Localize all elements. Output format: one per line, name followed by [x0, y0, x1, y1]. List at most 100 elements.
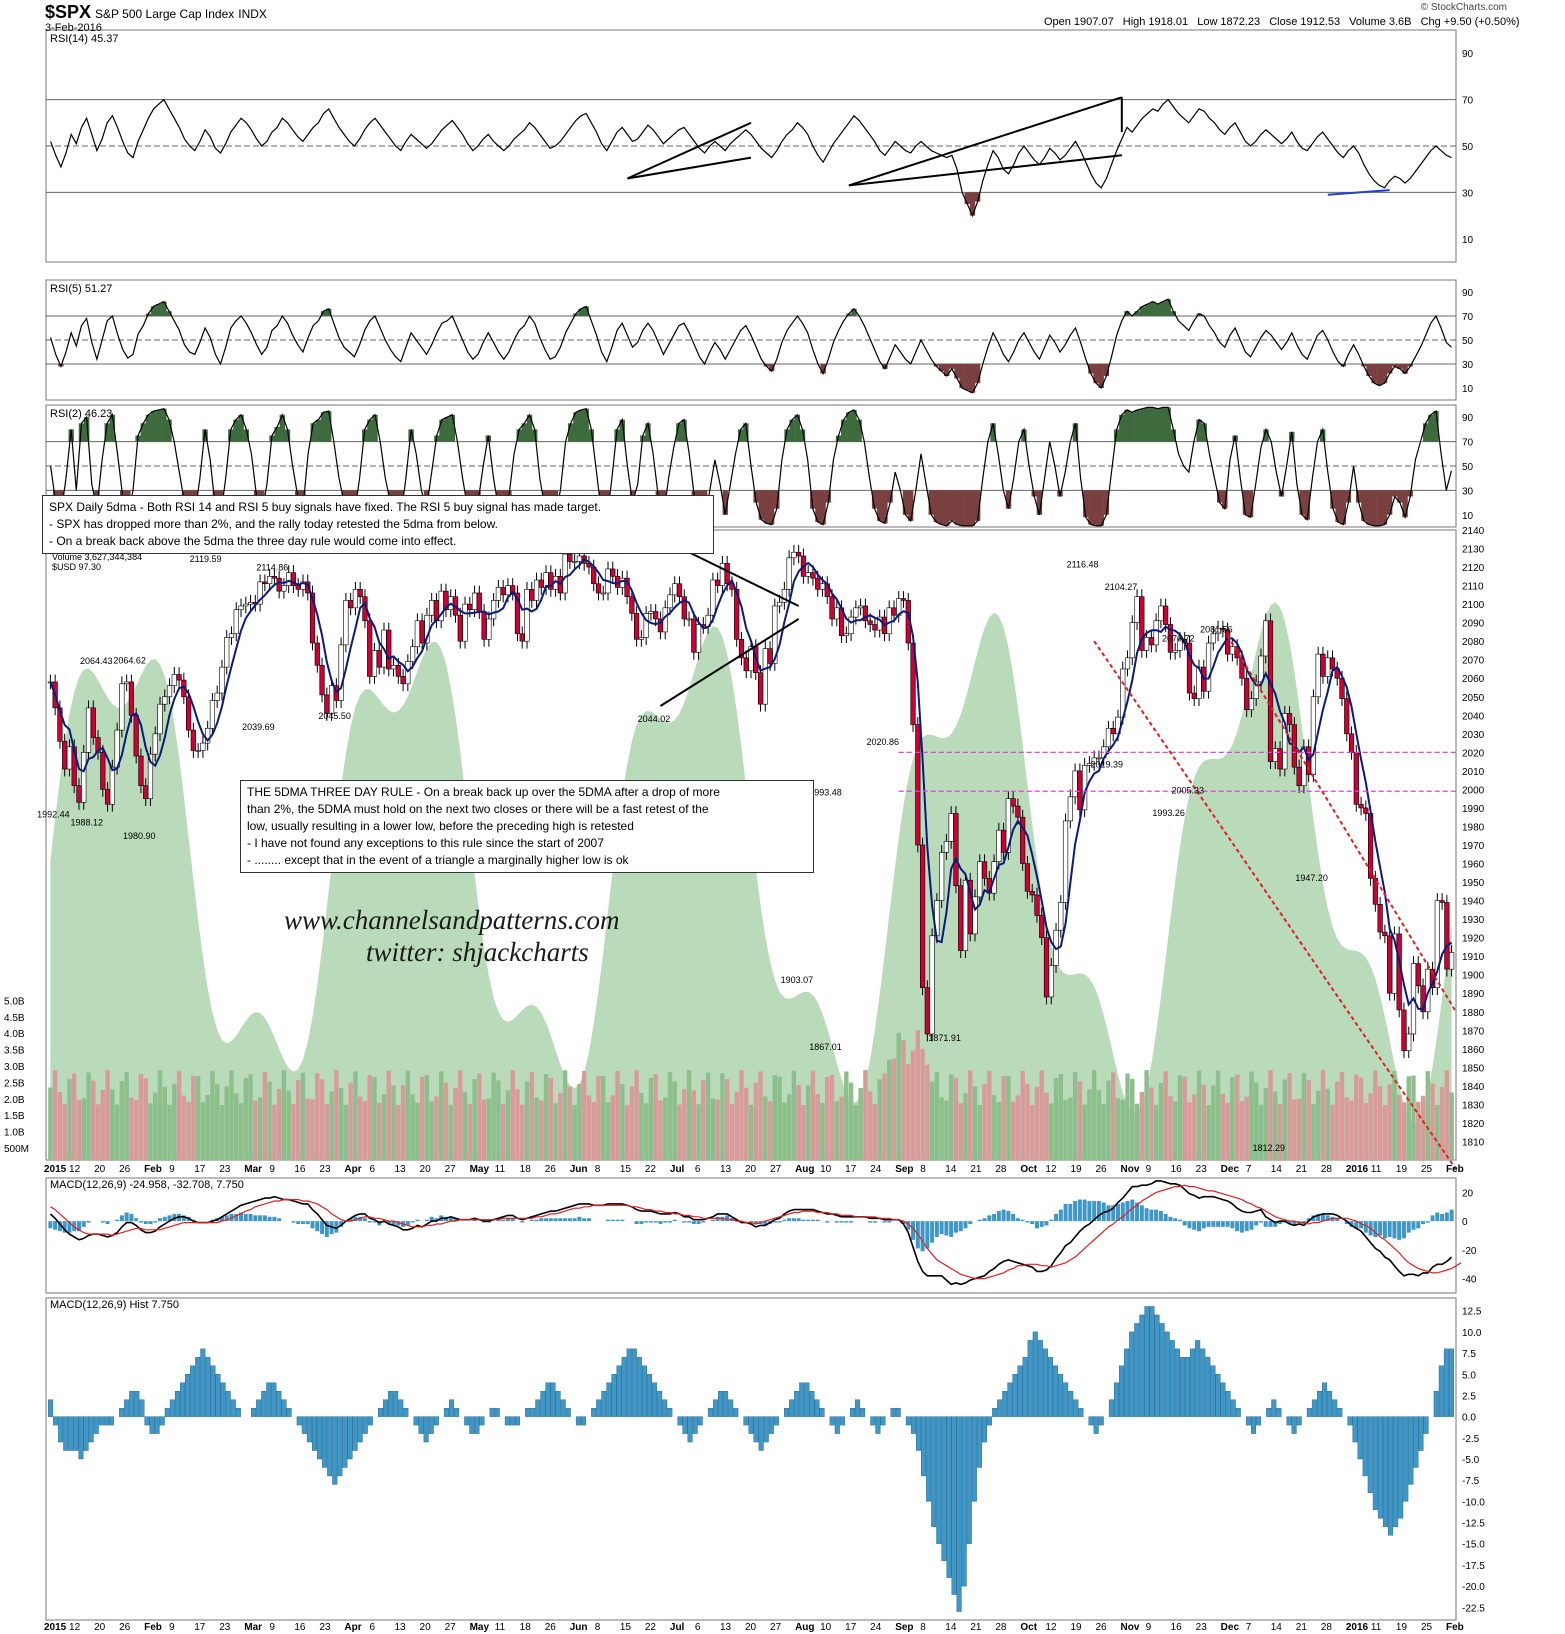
volume-bar: [915, 1030, 921, 1160]
candle-body: [1186, 642, 1193, 694]
price-tick-label: 1820: [1462, 1119, 1485, 1130]
candle-body: [90, 707, 96, 738]
hist-bar: [88, 1416, 94, 1443]
macd-hist-bar: [1244, 1221, 1249, 1232]
rsi-oversold-fill: [954, 364, 960, 379]
date-tick-label-bottom: 21: [1296, 1622, 1308, 1633]
hist-bar: [1113, 1382, 1119, 1417]
volume-bar: [677, 1104, 682, 1160]
rsi-overbought-fill: [516, 429, 522, 442]
hist-bar: [804, 1382, 810, 1417]
hist-bar: [428, 1416, 434, 1434]
volume-tick-label: 3.5B: [4, 1046, 25, 1057]
candle-body: [886, 607, 892, 635]
hist-bar: [1230, 1399, 1236, 1417]
price-label: 2116.48: [1067, 560, 1099, 570]
price-label: 2104.27: [1105, 582, 1138, 592]
candle-body: [357, 588, 363, 598]
macd-hist-bar: [1054, 1213, 1059, 1222]
rsi-oversold-fill: [877, 490, 883, 521]
macd-hist-bar: [334, 1221, 339, 1233]
candle-body: [1282, 713, 1288, 770]
rsi-overbought-fill: [743, 423, 749, 442]
macd-hist-bar: [53, 1221, 58, 1230]
date-tick-label: 13: [720, 1164, 732, 1175]
candle-body: [66, 746, 73, 770]
candle-body: [1244, 677, 1250, 711]
copyright-text: © StockCharts.com: [1420, 2, 1507, 13]
hist-bar: [550, 1382, 556, 1417]
macd-hist-bar: [76, 1221, 81, 1232]
rsi-overbought-fill: [1129, 412, 1135, 442]
volume-bar: [434, 1096, 439, 1160]
macd-hist-bar: [701, 1221, 706, 1223]
hist-bar: [1448, 1348, 1454, 1417]
macd-hist-bar: [696, 1221, 701, 1224]
hist-bar: [1220, 1382, 1226, 1417]
price-label: 2039.69: [242, 722, 275, 732]
candle-body: [405, 661, 411, 685]
rsi-oversold-fill: [1103, 490, 1110, 515]
volume-bar: [1025, 1083, 1030, 1160]
hist-bar: [591, 1407, 597, 1417]
macd-hist-bar: [1044, 1221, 1049, 1226]
hist-bar: [251, 1407, 257, 1417]
candle-body: [1296, 766, 1302, 787]
hist-bar: [301, 1416, 307, 1434]
hist-bar: [773, 1416, 779, 1426]
hist-bar: [1438, 1365, 1444, 1417]
volume-bar: [643, 1103, 649, 1160]
hist-bar: [814, 1399, 820, 1417]
rsi-oversold-fill: [1345, 490, 1352, 503]
rsi-oversold-fill: [810, 490, 816, 509]
candle-body: [1372, 878, 1378, 905]
rsi-overbought-fill: [1196, 313, 1202, 316]
rsi-overbought-fill: [325, 411, 332, 442]
volume-bar: [634, 1070, 639, 1160]
candle-body: [1239, 657, 1245, 679]
rsi-title: RSI(5) 51.27: [50, 283, 112, 295]
volume-bar: [906, 1064, 911, 1160]
volume-bar: [300, 1072, 306, 1160]
rsi-overbought-fill: [325, 308, 332, 316]
date-tick-label-bottom: Jul: [670, 1622, 685, 1633]
volume-bar: [1163, 1071, 1168, 1160]
macd-hist-bar: [501, 1219, 506, 1222]
date-tick-label-bottom: 28: [995, 1622, 1007, 1633]
volume-bar: [1396, 1094, 1402, 1160]
candle-body: [572, 561, 578, 563]
volume-bar: [448, 1104, 453, 1160]
volume-bar: [105, 1070, 110, 1160]
watermark-twitter: twitter: shjackcharts: [366, 937, 589, 967]
volume-bar: [1020, 1071, 1025, 1160]
rsi-overbought-fill: [109, 414, 116, 442]
hist-bar: [575, 1416, 581, 1426]
date-tick-label: 15: [620, 1164, 632, 1175]
volume-bar: [143, 1078, 148, 1160]
date-tick-label-bottom: 26: [1096, 1622, 1108, 1633]
candle-body: [1177, 639, 1183, 651]
macd-hist-bar: [687, 1221, 692, 1223]
macd-hist-bar: [715, 1216, 720, 1222]
date-tick-label: 9: [269, 1164, 275, 1175]
rsi-overbought-fill: [320, 412, 327, 442]
rsi-oversold-fill: [954, 490, 960, 525]
candle-body: [672, 583, 678, 596]
candle-body: [457, 614, 463, 642]
rsi-oversold-fill: [949, 364, 955, 369]
candle-body: [271, 576, 277, 579]
rsi-overbought-fill: [83, 417, 90, 442]
hist-bar: [362, 1416, 368, 1434]
date-tick-label-bottom: 20: [94, 1622, 106, 1633]
hist-bar: [1443, 1348, 1449, 1417]
hist-bar: [941, 1416, 947, 1561]
candle-body: [1377, 903, 1383, 933]
macd-hist-bar: [405, 1221, 410, 1226]
macd-hist-bar: [1430, 1215, 1435, 1222]
hist-bar: [1418, 1416, 1424, 1451]
hist-bar: [753, 1416, 759, 1443]
candle-body: [338, 644, 344, 701]
macd-hist-bar: [1335, 1218, 1340, 1222]
candle-body: [1363, 807, 1369, 814]
volume-bar: [529, 1072, 534, 1160]
